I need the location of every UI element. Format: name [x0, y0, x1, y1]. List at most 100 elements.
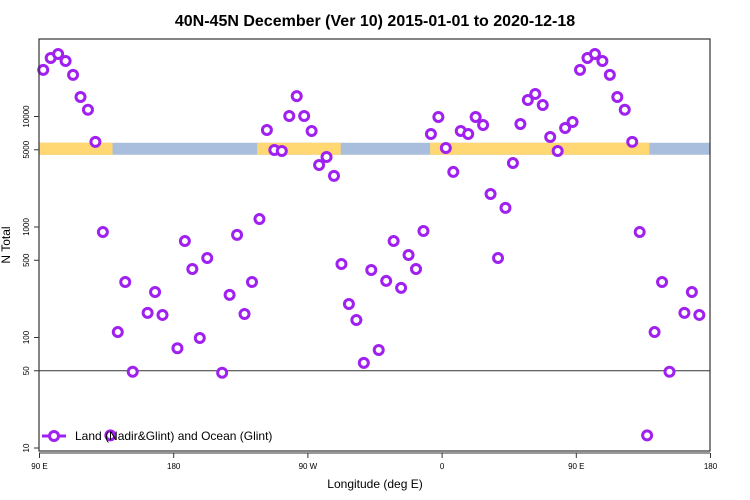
data-point — [380, 274, 393, 287]
legend-label: Land (Nadir&Glint) and Ocean (Glint) — [75, 429, 272, 443]
data-point — [335, 258, 348, 271]
y-tick-label: 100 — [22, 330, 31, 344]
data-point — [618, 103, 631, 116]
data-point — [424, 127, 437, 140]
y-tick-label: 50 — [22, 366, 31, 375]
data-point — [551, 145, 564, 158]
data-point — [171, 342, 184, 355]
data-point — [193, 331, 206, 344]
data-point — [633, 226, 646, 239]
data-point — [186, 262, 199, 275]
data-point — [492, 252, 505, 265]
data-point — [216, 366, 229, 379]
data-point — [59, 54, 72, 67]
y-tick-label: 500 — [22, 253, 31, 267]
data-point — [231, 228, 244, 241]
data-point — [275, 145, 288, 158]
data-point — [521, 94, 534, 107]
y-tick-label: 1000 — [22, 218, 31, 236]
data-point — [603, 68, 616, 81]
data-point — [223, 288, 236, 301]
data-point — [693, 308, 706, 321]
x-tick-label: 90 W — [299, 462, 318, 471]
data-point — [574, 63, 587, 76]
data-point — [447, 165, 460, 178]
data-point — [514, 118, 527, 131]
data-point — [387, 235, 400, 248]
x-tick-label: 90 E — [568, 462, 584, 471]
data-point — [395, 281, 408, 294]
data-point — [596, 54, 609, 67]
land-band — [430, 142, 650, 155]
data-point — [52, 47, 65, 60]
data-point — [417, 225, 430, 238]
x-axis-label: Longitude (deg E) — [327, 477, 422, 491]
land-band — [39, 142, 113, 155]
x-tick-label: 90 E — [31, 462, 47, 471]
data-point — [372, 344, 385, 357]
data-point — [529, 87, 542, 100]
data-points — [37, 47, 706, 442]
data-point — [201, 252, 214, 265]
data-point — [283, 110, 296, 123]
data-point — [685, 286, 698, 299]
data-point — [238, 308, 251, 321]
legend-marker — [48, 430, 60, 442]
data-point — [253, 213, 266, 226]
data-point — [439, 141, 452, 154]
data-point — [37, 63, 50, 76]
data-point — [104, 429, 117, 442]
data-point — [559, 121, 572, 134]
data-point — [111, 326, 124, 339]
data-point — [432, 111, 445, 124]
data-point — [626, 135, 639, 148]
data-point — [410, 262, 423, 275]
x-axis: 90 E 180 90 W 0 90 E 180 — [31, 452, 718, 471]
data-point — [342, 297, 355, 310]
data-point — [305, 124, 318, 137]
y-axis: 10 50 100 500 1000 5000 10000 — [22, 105, 39, 452]
chart-title: 40N-45N December (Ver 10) 2015-01-01 to … — [175, 13, 575, 30]
data-point — [327, 169, 340, 182]
data-point — [402, 248, 415, 261]
data-point — [648, 326, 661, 339]
data-point — [320, 151, 333, 164]
data-point — [141, 306, 154, 319]
data-point — [298, 110, 311, 123]
data-point — [357, 356, 370, 369]
legend: Land (Nadir&Glint) and Ocean (Glint) — [42, 429, 272, 443]
data-point — [536, 99, 549, 112]
data-point — [656, 275, 669, 288]
data-point — [588, 47, 601, 60]
data-point — [290, 90, 303, 103]
data-point — [611, 91, 624, 104]
y-tick-label: 5000 — [22, 140, 31, 158]
data-point — [544, 130, 557, 143]
data-point — [469, 111, 482, 124]
data-point — [74, 91, 87, 104]
plot-frame — [38, 38, 711, 452]
data-point — [365, 264, 378, 277]
data-point — [89, 135, 102, 148]
x-tick-label: 180 — [167, 462, 181, 471]
data-point — [477, 119, 490, 132]
data-point — [126, 365, 139, 378]
data-point — [96, 226, 109, 239]
data-point — [149, 286, 162, 299]
data-point — [484, 187, 497, 200]
data-point — [350, 314, 363, 327]
land-ocean-strip — [39, 142, 710, 155]
data-point — [178, 235, 191, 248]
data-point — [81, 103, 94, 116]
x-tick-label: 180 — [704, 462, 718, 471]
data-point — [678, 306, 691, 319]
y-tick-label: 10 — [22, 443, 31, 452]
data-point — [506, 157, 519, 170]
y-tick-label: 10000 — [22, 105, 31, 128]
x-tick-label: 0 — [440, 462, 445, 471]
data-point — [67, 68, 80, 81]
data-point — [245, 275, 258, 288]
data-point — [313, 158, 326, 171]
data-point — [663, 365, 676, 378]
